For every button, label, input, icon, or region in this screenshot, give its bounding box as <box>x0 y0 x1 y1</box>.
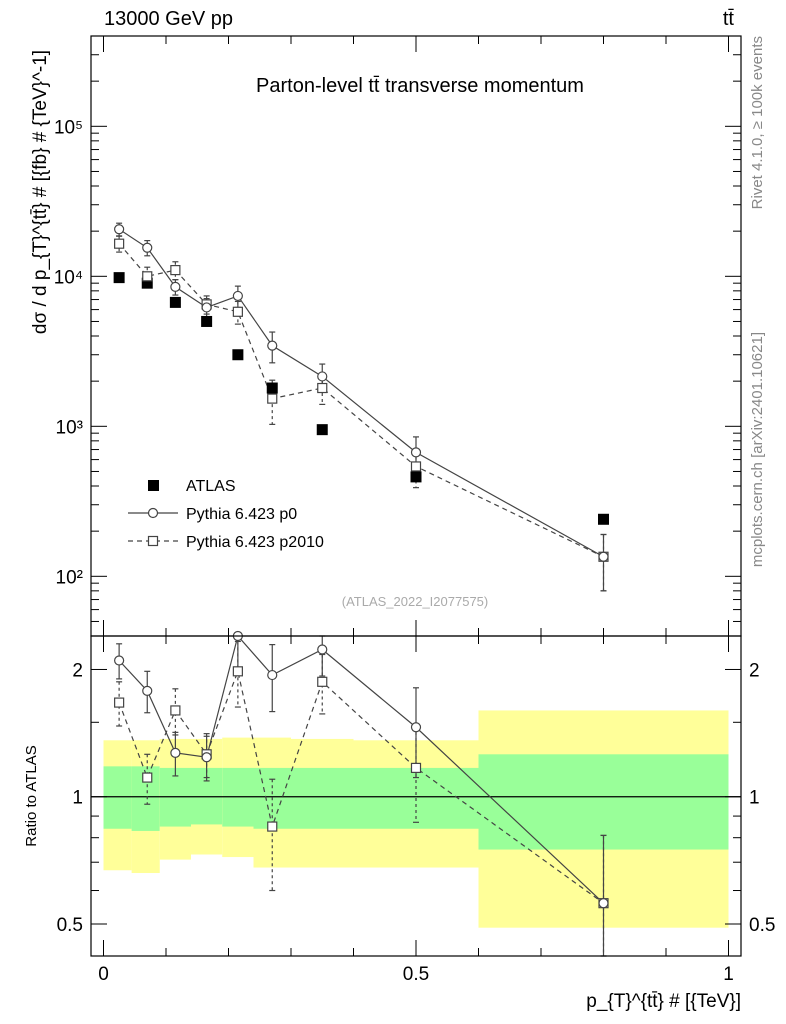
x-tick-label: 0.5 <box>403 964 429 985</box>
ratio-tick-label-right: 2 <box>749 660 760 681</box>
p2010-point <box>170 265 181 276</box>
mcplots-label: mcplots.cern.ch [arXiv:2401.10621] <box>749 332 766 567</box>
p0-point <box>142 242 153 253</box>
p0-point <box>201 302 212 313</box>
atlas-point <box>266 382 278 394</box>
ratio-tick-label-left: 1 <box>72 788 83 809</box>
p0-point <box>114 224 125 235</box>
ratio-p0-point <box>317 644 328 655</box>
analysis-watermark: (ATLAS_2022_I2077575) <box>342 594 488 609</box>
p2010-point <box>267 393 278 404</box>
main-y-axis-label: dσ / d p_{T}^{tt̄} # [{fb} # {TeV}^-1] <box>30 50 51 334</box>
p2010-point <box>232 306 243 317</box>
ratio-p0-point <box>598 898 609 909</box>
header-right: tt̄ <box>723 8 735 30</box>
inner-uncertainty-band <box>291 767 354 829</box>
ratio-p2010-point <box>142 772 153 783</box>
atlas-point <box>141 277 153 289</box>
p2010-point <box>114 238 125 249</box>
legend-p2010-marker <box>147 535 159 547</box>
chart-title: Parton-level tt̄ transverse momentum <box>256 75 584 97</box>
ratio-tick-label-left: 2 <box>72 660 83 681</box>
ratio-p2010-point <box>317 676 328 687</box>
ratio-p0-point <box>170 747 181 758</box>
x-axis-label: p_{T}^{tt̄} # [{TeV}] <box>586 991 741 1012</box>
ratio-p0-point <box>201 752 212 763</box>
header-left: 13000 GeV pp <box>104 8 233 30</box>
ratio-p2010-point <box>114 697 125 708</box>
atlas-point <box>316 424 328 436</box>
ratio-frame <box>90 635 742 957</box>
ratio-tick-label-right: 1 <box>749 788 760 809</box>
ratio-y-axis-label: Ratio to ATLAS <box>23 745 40 846</box>
atlas-point <box>232 349 244 361</box>
ratio-p0-point <box>114 655 125 666</box>
atlas-point <box>598 513 609 525</box>
p0-point <box>598 551 609 562</box>
rivet-label: Rivet 4.1.0, ≥ 100k events <box>749 36 766 209</box>
atlas-point <box>201 315 213 327</box>
atlas-point <box>113 272 125 284</box>
p0-point <box>232 290 243 302</box>
ratio-p0-point <box>267 669 278 681</box>
p2010-point <box>410 461 422 472</box>
main-axes: 10² 10³ 10⁴ 10⁵ <box>54 35 741 637</box>
p0-point <box>267 340 278 351</box>
ratio-tick-label-right: 0.5 <box>749 915 775 936</box>
ratio-panel: 0.5 0.5 1 1 2 2 0 0.5 1 Ratio to ATLAS p_{T}^{tt… <box>23 630 775 1012</box>
y-tick-label: 10² <box>56 567 83 588</box>
inner-uncertainty-band <box>478 754 729 850</box>
atlas-point <box>169 296 181 308</box>
ratio-p2010-point <box>170 705 181 716</box>
ratio-p0-point <box>142 685 153 696</box>
y-tick-label: 10⁴ <box>54 267 83 288</box>
main-series <box>113 222 609 592</box>
inner-uncertainty-band <box>103 766 132 829</box>
legend-p0-marker <box>147 507 159 519</box>
p2010-point <box>142 271 153 282</box>
legend-p0-label: Pythia 6.423 p0 <box>186 506 297 523</box>
x-tick-label: 1 <box>723 964 734 985</box>
legend-p2010-label: Pythia 6.423 p2010 <box>186 534 324 551</box>
atlas-point <box>410 471 422 483</box>
y-tick-label: 10³ <box>56 417 83 438</box>
main-panel: Parton-level tt̄ transverse momentum (AT… <box>30 35 742 637</box>
x-tick-label: 0 <box>98 964 109 985</box>
ratio-tick-label-left: 0.5 <box>57 915 83 936</box>
p2010-point <box>317 382 328 394</box>
ratio-axes: 0.5 0.5 1 1 2 2 0 0.5 1 <box>57 636 775 985</box>
p0-point <box>170 281 181 292</box>
ratio-p2010-point <box>267 821 278 832</box>
ratio-p2010-point <box>410 762 422 774</box>
p0-point <box>410 447 422 458</box>
legend-atlas-label: ATLAS <box>186 478 236 495</box>
legend: ATLAS Pythia 6.423 p0 Pythia 6.423 p2010 <box>128 478 324 551</box>
y-tick-label: 10⁵ <box>54 117 83 138</box>
ratio-p0-point <box>410 722 422 733</box>
p0-point <box>317 371 328 382</box>
ratio-p2010-point <box>232 666 243 677</box>
legend-atlas-marker <box>148 480 159 491</box>
